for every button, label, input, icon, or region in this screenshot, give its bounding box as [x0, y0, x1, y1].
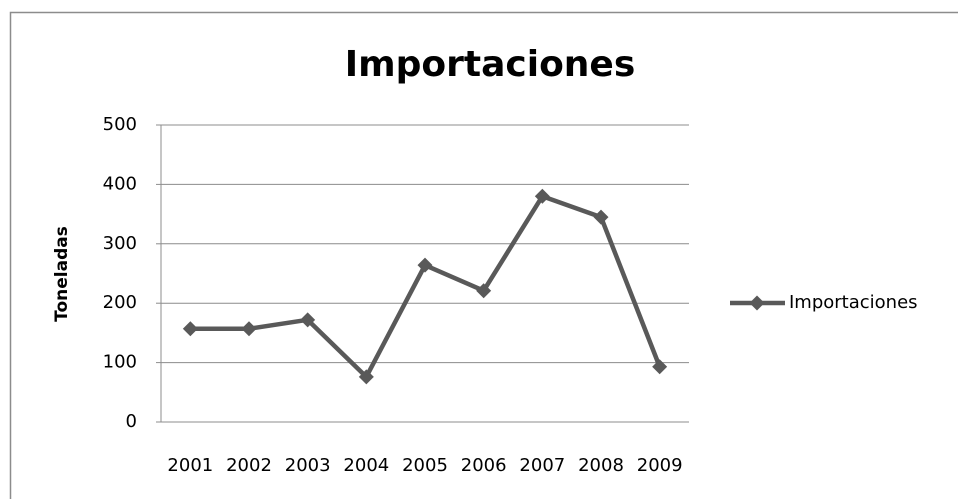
y-tick-label: 400	[103, 173, 137, 194]
data-point	[417, 257, 433, 273]
x-tick-label: 2007	[519, 455, 565, 476]
data-point	[358, 369, 374, 385]
x-tick-label: 2005	[402, 455, 448, 476]
x-tick-label: 2009	[637, 455, 683, 476]
chart-title: Importaciones	[345, 44, 636, 85]
data-point	[593, 209, 609, 225]
chart-frame	[9, 11, 958, 499]
x-tick-label: 2003	[285, 455, 331, 476]
data-point	[652, 359, 668, 375]
y-tick-label: 300	[103, 233, 137, 254]
x-tick-label: 2006	[461, 455, 507, 476]
data-point	[182, 321, 198, 337]
y-tick-label: 500	[103, 114, 137, 135]
data-point	[300, 312, 316, 328]
y-axis-label: Toneladas	[52, 226, 72, 322]
data-point	[476, 283, 492, 299]
y-tick-label: 100	[103, 352, 137, 373]
data-point	[534, 188, 550, 204]
x-tick-label: 2004	[343, 455, 389, 476]
x-tick-label: 2001	[167, 455, 213, 476]
x-tick-label: 2002	[226, 455, 272, 476]
x-tick-label: 2008	[578, 455, 624, 476]
y-tick-label: 200	[103, 292, 137, 313]
y-tick-label: 0	[126, 411, 137, 432]
legend-label: Importaciones	[789, 292, 918, 313]
legend-marker	[749, 295, 765, 311]
data-point	[241, 321, 257, 337]
